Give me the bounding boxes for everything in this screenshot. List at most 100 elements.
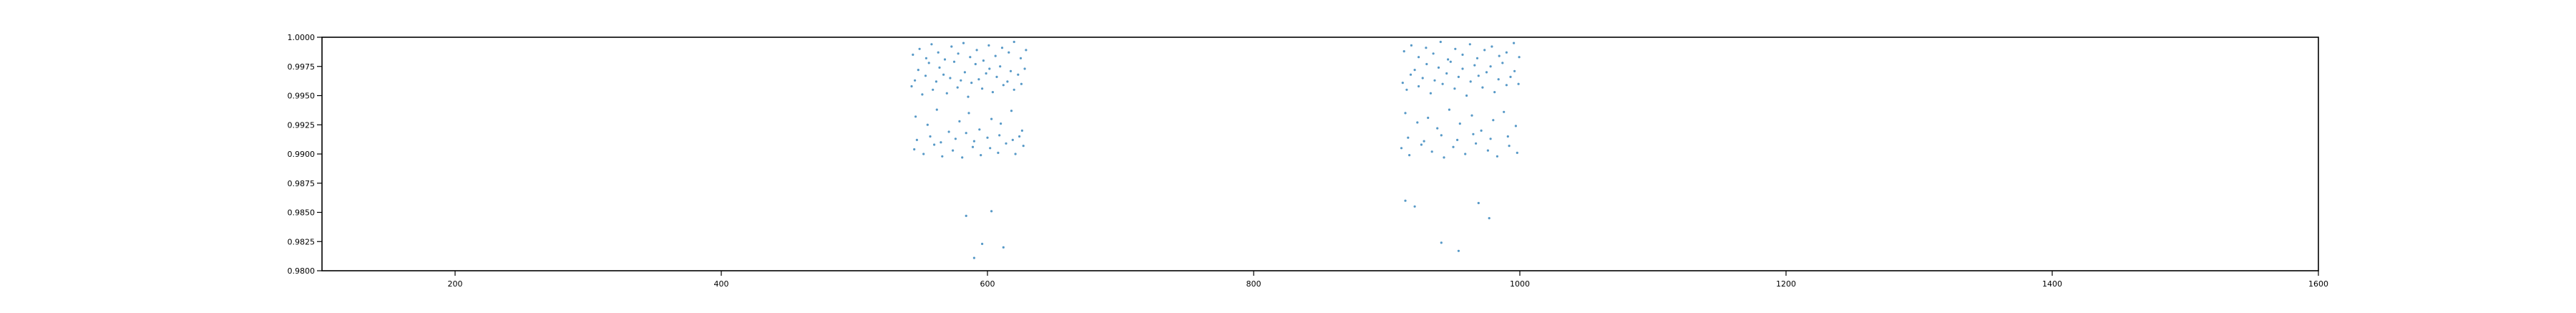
- data-point: [988, 67, 991, 70]
- data-point: [1002, 84, 1005, 87]
- y-tick-label: 0.9850: [288, 208, 316, 218]
- data-point: [977, 78, 980, 81]
- data-point: [918, 47, 921, 50]
- data-point: [1400, 147, 1403, 150]
- data-point: [1475, 142, 1478, 145]
- x-tick-label: 400: [714, 279, 729, 289]
- data-point: [1420, 143, 1423, 146]
- data-point: [926, 123, 929, 126]
- data-point: [991, 91, 994, 94]
- data-point: [1461, 53, 1464, 56]
- y-tick-label: 0.9800: [288, 266, 316, 276]
- data-point: [999, 65, 1002, 68]
- x-tick-label: 600: [980, 279, 995, 289]
- data-point: [963, 71, 966, 74]
- data-point: [1000, 47, 1004, 49]
- data-point: [1427, 116, 1430, 120]
- data-point: [1401, 82, 1404, 85]
- data-point: [972, 140, 975, 143]
- data-point: [1439, 40, 1442, 44]
- data-point: [987, 44, 990, 47]
- data-point: [935, 108, 938, 111]
- y-tick-label: 0.9975: [288, 62, 316, 72]
- data-point: [1437, 66, 1440, 69]
- x-tick-label: 1000: [1510, 279, 1530, 289]
- data-point: [1509, 75, 1512, 78]
- data-point: [974, 62, 977, 66]
- data-point: [998, 134, 1001, 137]
- data-point: [1432, 52, 1435, 55]
- data-point: [1508, 145, 1511, 148]
- data-point: [1491, 45, 1493, 48]
- data-point: [1477, 74, 1480, 77]
- data-point: [952, 60, 956, 63]
- data-point: [1452, 145, 1455, 148]
- x-tick-label: 200: [448, 279, 463, 289]
- y-tick-label: 0.9950: [288, 92, 316, 101]
- data-point: [1013, 88, 1015, 91]
- data-point: [997, 151, 1000, 154]
- data-point: [1513, 69, 1516, 72]
- y-tick-label: 0.9875: [288, 179, 316, 188]
- data-point: [1017, 73, 1020, 76]
- data-point: [1480, 129, 1483, 132]
- data-point: [949, 77, 952, 80]
- data-point: [1010, 110, 1013, 112]
- y-axis-ticks: 0.9800 0.9825 0.9850 0.9875 0.9900 0.9925 0.99…: [288, 33, 322, 276]
- data-point: [914, 115, 917, 118]
- data-point: [1445, 72, 1448, 75]
- data-point: [965, 132, 967, 135]
- data-point: [942, 73, 945, 76]
- data-point: [1483, 49, 1486, 52]
- data-point: [1473, 64, 1476, 67]
- data-point: [924, 57, 927, 59]
- data-point: [924, 74, 927, 77]
- data-point: [1489, 138, 1492, 140]
- data-point: [989, 147, 992, 150]
- data-point: [1413, 205, 1416, 208]
- data-point: [910, 85, 913, 88]
- data-point: [943, 58, 947, 61]
- data-point: [1440, 134, 1443, 137]
- data-point: [978, 128, 981, 131]
- data-point: [1410, 44, 1413, 47]
- data-point: [958, 120, 961, 122]
- data-point: [1402, 50, 1405, 53]
- data-point: [1000, 122, 1002, 125]
- data-point: [1485, 71, 1488, 74]
- data-point: [961, 156, 964, 159]
- data-point: [1429, 92, 1432, 95]
- data-point: [927, 62, 930, 64]
- data-point: [915, 138, 918, 141]
- data-point: [1498, 54, 1501, 57]
- data-point: [1022, 145, 1025, 148]
- data-point: [986, 136, 989, 139]
- data-point: [990, 117, 993, 120]
- data-point: [1430, 150, 1433, 153]
- data-point: [1441, 82, 1444, 85]
- x-axis-ticks: 200 400 600 800 1000 1200 1400 1600: [448, 271, 2328, 289]
- data-point: [1413, 69, 1416, 72]
- data-point: [940, 141, 942, 144]
- data-point: [1505, 84, 1508, 87]
- data-point: [962, 42, 965, 44]
- data-point: [1425, 47, 1428, 49]
- data-point: [1486, 149, 1489, 152]
- data-point: [1469, 80, 1472, 83]
- data-point: [1425, 62, 1428, 66]
- data-point: [930, 43, 933, 46]
- data-point: [1481, 86, 1484, 89]
- data-point: [1505, 51, 1508, 54]
- y-tick-label: 0.9925: [288, 120, 316, 130]
- data-point: [985, 72, 987, 75]
- data-point: [1433, 79, 1436, 82]
- y-tick-label: 1.0000: [288, 33, 316, 42]
- data-point: [1405, 88, 1408, 91]
- data-point: [1008, 51, 1010, 54]
- y-tick-label: 0.9825: [288, 237, 316, 246]
- data-point: [965, 214, 967, 217]
- data-point: [957, 52, 960, 55]
- data-point: [1465, 94, 1468, 97]
- data-point: [1020, 129, 1023, 132]
- data-point: [969, 56, 972, 59]
